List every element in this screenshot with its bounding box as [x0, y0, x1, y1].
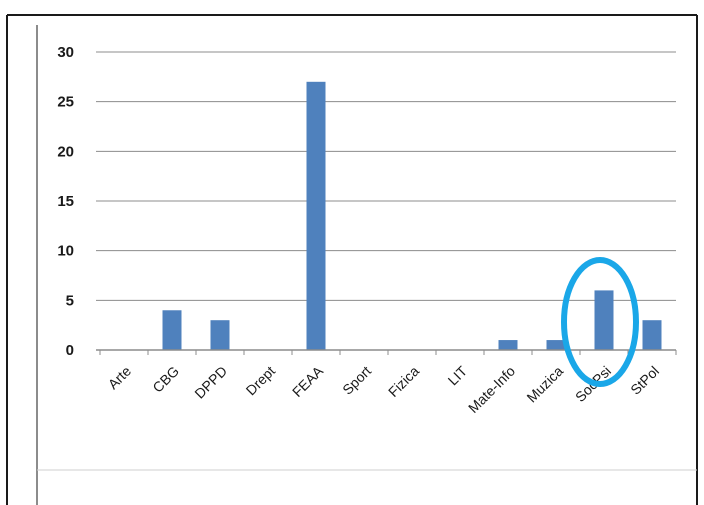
x-tick-label-cbg: CBG: [149, 363, 182, 396]
bar-feaa: [306, 81, 326, 351]
y-tick-label: 25: [57, 94, 74, 111]
x-tick-label-muzica: Muzica: [523, 363, 566, 406]
x-tick-label-sport: Sport: [339, 363, 374, 398]
x-tick-label-lit: LIT: [444, 362, 470, 388]
x-tick-label-drept: Drept: [243, 363, 279, 399]
x-tick-label-mate-info: Mate-Info: [465, 363, 518, 416]
x-tick-label-feaa: FEAA: [289, 362, 327, 400]
x-tick-label-arte: Arte: [105, 363, 135, 393]
y-tick-label: 0: [66, 342, 74, 359]
y-tick-label: 10: [57, 243, 74, 260]
bar-cbg: [162, 310, 182, 350]
gridlines: [96, 51, 676, 301]
bar-muzica: [546, 340, 566, 350]
y-axis-tick-labels: 0 5 10 15 20 25 30: [57, 44, 74, 359]
bar-mate-info: [498, 340, 518, 350]
highlight-ellipse: [561, 257, 639, 387]
y-tick-label: 30: [57, 44, 74, 61]
highlight-annotation: [561, 257, 639, 387]
y-tick-label: 20: [57, 143, 74, 160]
x-tick-label-stpol: StPol: [627, 363, 662, 398]
x-tick-label-fizica: Fizica: [385, 363, 422, 400]
x-tick-label-dppd: DPPD: [191, 363, 230, 402]
bar-socpsi: [594, 290, 614, 350]
bars: [162, 81, 662, 351]
bar-stpol: [642, 320, 662, 350]
bar-dppd: [210, 320, 230, 350]
y-tick-label: 5: [66, 292, 74, 309]
y-tick-label: 15: [57, 193, 74, 210]
x-axis: [96, 349, 677, 355]
